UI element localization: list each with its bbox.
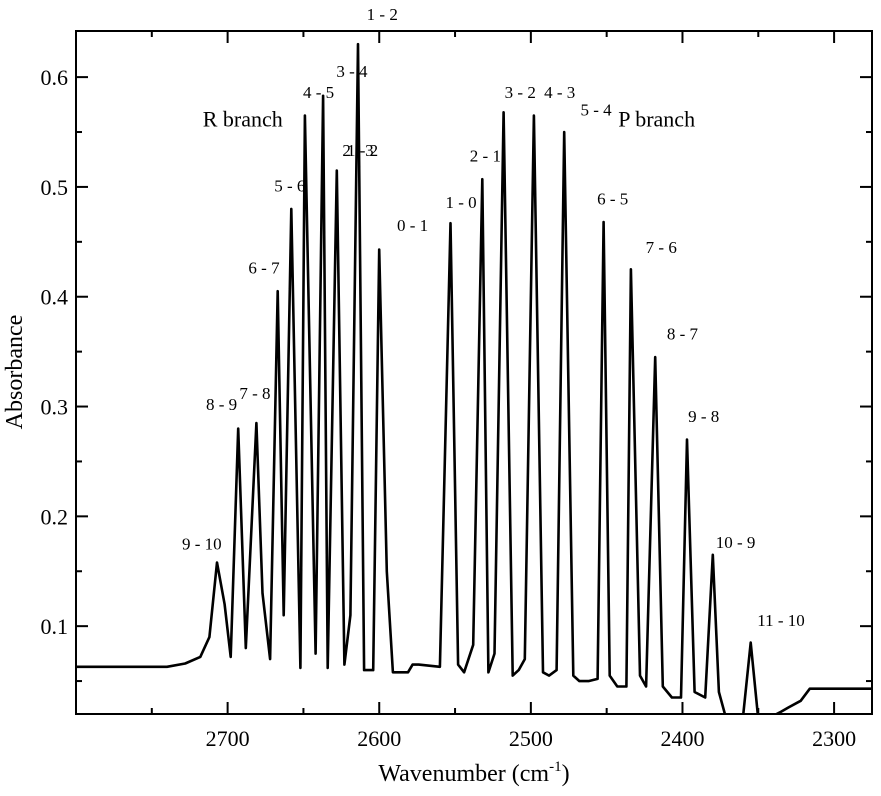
peak-label: 8 - 9 bbox=[206, 395, 237, 414]
y-tick-label: 0.3 bbox=[41, 395, 69, 420]
peak-label: 2 - 1 bbox=[470, 147, 501, 166]
y-axis-label: Absorbance bbox=[2, 315, 28, 430]
peak-label: 4 - 3 bbox=[544, 83, 575, 102]
absorbance-series-line bbox=[76, 42, 872, 714]
axis-tick-labels: 2700 2600 2500 2400 2300 0.1 0.2 0.3 0.4 0.5 0.6 bbox=[41, 65, 857, 751]
peak-label: 7 - 6 bbox=[646, 238, 677, 257]
peak-label: 5 - 6 bbox=[274, 176, 305, 195]
axis-ticks bbox=[76, 31, 872, 714]
peak-label: 1 - 2 bbox=[367, 5, 398, 24]
peak-label: 1 - 0 bbox=[446, 193, 477, 212]
x-axis-label: Wavenumber (cm-1) bbox=[378, 759, 569, 787]
peak-label: 6 - 5 bbox=[597, 189, 628, 208]
y-tick-label: 0.4 bbox=[41, 285, 69, 310]
x-tick-label: 2600 bbox=[357, 726, 401, 751]
x-tick-label: 2300 bbox=[812, 726, 856, 751]
branch-label: P branch bbox=[618, 107, 695, 132]
plot-frame bbox=[75, 30, 873, 715]
peak-label: 11 - 10 bbox=[757, 611, 805, 630]
peak-label: 3 - 2 bbox=[505, 83, 536, 102]
peak-label: 3 - 4 bbox=[336, 62, 368, 81]
peak-label: 1 - 2 bbox=[347, 141, 378, 160]
y-tick-label: 0.2 bbox=[41, 504, 69, 529]
peak-label: 9 - 10 bbox=[182, 534, 222, 553]
peak-label: 4 - 5 bbox=[303, 83, 334, 102]
peak-label: 6 - 7 bbox=[248, 259, 280, 278]
y-tick-label: 0.6 bbox=[41, 65, 69, 90]
y-tick-label: 0.1 bbox=[41, 614, 69, 639]
peak-label: 2 - 3 bbox=[342, 141, 373, 160]
peak-label: 0 - 1 bbox=[397, 216, 428, 235]
peak-label: 10 - 9 bbox=[716, 533, 756, 552]
x-tick-label: 2400 bbox=[660, 726, 704, 751]
x-tick-label: 2500 bbox=[509, 726, 553, 751]
peak-label: 8 - 7 bbox=[667, 325, 699, 344]
peak-label: 5 - 4 bbox=[580, 101, 612, 120]
y-tick-label: 0.5 bbox=[41, 175, 69, 200]
branch-label: R branch bbox=[203, 107, 283, 132]
peak-label: 9 - 8 bbox=[688, 407, 719, 426]
peak-label: 7 - 8 bbox=[239, 384, 270, 403]
x-tick-label: 2700 bbox=[206, 726, 250, 751]
